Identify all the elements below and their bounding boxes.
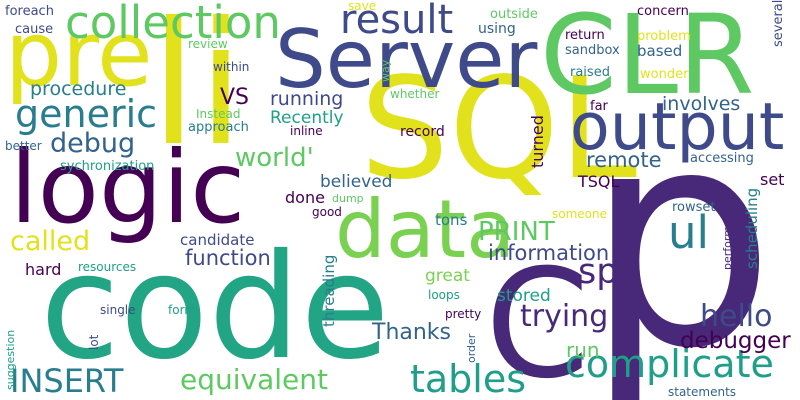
word-cloud-word: li <box>150 0 245 184</box>
word-cloud-word: debugger <box>680 328 791 354</box>
word-cloud-word: suggestion <box>4 329 17 390</box>
word-cloud-word: whether <box>390 87 440 101</box>
word-cloud-word: threading <box>320 254 338 327</box>
word-cloud-word: called <box>10 226 91 257</box>
word-cloud-word: far <box>590 99 608 114</box>
word-cloud-word: rowset <box>672 200 716 215</box>
word-cloud-word: result <box>340 0 454 43</box>
word-cloud-word: based <box>637 42 683 60</box>
word-cloud-word: sandbox <box>565 43 620 58</box>
word-cloud-word: code <box>40 223 390 392</box>
word-cloud-word: scheduling <box>743 187 761 269</box>
word-cloud-word: p <box>585 65 776 400</box>
word-cloud-word: ul <box>668 206 710 259</box>
word-cloud-word: several <box>771 0 786 48</box>
word-cloud-word: hard <box>25 260 62 279</box>
word-cloud-word: complicate <box>565 342 774 386</box>
word-cloud-word: Server <box>275 13 538 106</box>
word-cloud-word: someone <box>552 207 607 221</box>
word-cloud-word: debug <box>50 128 136 159</box>
word-cloud-word: equivalent <box>180 363 328 396</box>
word-cloud-word: performance <box>721 199 734 270</box>
word-cloud-word: logic <box>10 129 246 246</box>
word-cloud-word: Thanks <box>372 320 452 345</box>
word-cloud-word: Instead <box>196 107 241 121</box>
word-cloud-word: done <box>285 188 325 207</box>
word-cloud-word: believed <box>320 172 393 192</box>
word-cloud-word: save <box>348 0 377 13</box>
word-cloud-word: order <box>465 333 478 363</box>
word-cloud-word: run <box>566 338 600 362</box>
word-cloud-word: INSERT <box>10 362 124 400</box>
word-cloud-word: great <box>425 266 470 286</box>
word-cloud-word: accessing <box>690 151 754 166</box>
word-cloud-word: record <box>400 124 445 140</box>
word-cloud-word: candidate <box>180 231 255 249</box>
word-cloud-word: Recently <box>270 108 344 128</box>
word-cloud-word: approach <box>188 120 249 135</box>
word-cloud-word: stored <box>497 286 551 306</box>
word-cloud-word: involves <box>662 93 741 115</box>
word-cloud-word: outside <box>490 7 538 22</box>
word-cloud-word: information <box>488 241 610 265</box>
word-cloud-word: sp <box>578 252 619 292</box>
word-cloud-word: turned <box>528 115 547 168</box>
word-cloud-word: statements <box>668 385 737 399</box>
word-cloud-word: C <box>485 238 590 400</box>
word-cloud-word: world' <box>235 143 314 173</box>
word-cloud-word: tables <box>410 357 527 400</box>
word-cloud-word: function <box>185 246 271 270</box>
word-cloud-word: tons <box>435 211 468 229</box>
word-cloud-word: VS <box>220 85 250 110</box>
word-cloud-word: pretty <box>445 307 482 321</box>
word-cloud-word: procedure <box>30 78 127 100</box>
word-cloud-word: single <box>100 303 136 317</box>
word-cloud-word: remote <box>586 148 662 172</box>
word-cloud-word: return <box>565 28 605 43</box>
word-cloud-word: CLR <box>540 0 755 119</box>
word-cloud-word: good <box>312 205 342 219</box>
word-cloud-word: using <box>478 21 516 37</box>
word-cloud-word: way <box>379 59 392 82</box>
word-cloud-word: resources <box>78 260 137 274</box>
word-cloud-word: foreach <box>5 4 54 19</box>
word-cloud-word: loops <box>428 288 460 302</box>
word-cloud-word: hello <box>700 299 773 334</box>
word-cloud-word: inline <box>290 124 323 138</box>
word-cloud-word: raised <box>570 65 610 80</box>
word-cloud-word: form <box>168 303 196 317</box>
word-cloud-word: TSQL <box>578 172 620 191</box>
word-cloud-word: running <box>270 88 344 110</box>
word-cloud-word: better <box>5 139 42 153</box>
word-cloud-word: sychronization <box>60 159 155 174</box>
word-cloud-word: set <box>760 170 785 189</box>
word-cloud-word: trying <box>520 299 609 334</box>
word-cloud-word: generic <box>15 92 158 136</box>
word-cloud-word: dump <box>332 192 364 205</box>
word-cloud-word: within <box>213 60 250 74</box>
word-cloud-word: SQL <box>360 48 638 211</box>
word-cloud-word: concern <box>637 4 689 19</box>
word-cloud-word: lot <box>87 334 101 350</box>
word-cloud-word: data <box>335 183 516 276</box>
word-cloud-word: pre <box>5 2 153 107</box>
word-cloud-word: PRINT <box>478 217 555 247</box>
word-cloud-word: wonder <box>640 67 689 82</box>
word-cloud-word: problem <box>637 29 691 44</box>
word-cloud-word: review <box>188 37 228 51</box>
word-cloud-word: collection <box>65 0 281 49</box>
word-cloud-word: output <box>570 90 785 165</box>
word-cloud-word: cause <box>15 22 54 37</box>
